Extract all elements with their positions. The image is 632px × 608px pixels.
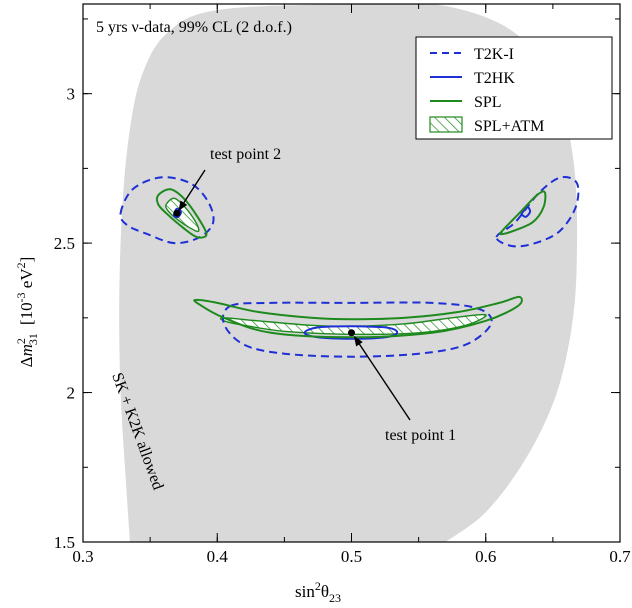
- test-point-2-arrow: [178, 169, 206, 212]
- x-tick-label-1: 0.4: [207, 547, 229, 566]
- y-tick-label-0: 1.5: [54, 533, 75, 552]
- contour-spl-7: [499, 190, 547, 236]
- contour-t2k-i-0: [119, 176, 215, 245]
- chart-title: 5 yrs ν-data, 99% CL (2 d.o.f.): [96, 19, 292, 36]
- y-axis-label: Δm231[10-3 eV2]: [14, 257, 40, 368]
- x-tick-label-2: 0.5: [341, 547, 362, 566]
- y-tick-label-3: 3: [67, 85, 76, 104]
- test-point-1-label: test point 1: [385, 427, 456, 444]
- x-tick-label-3: 0.6: [475, 547, 496, 566]
- x-axis-label: sin2θ23: [295, 579, 341, 605]
- contour-spl-8: [193, 295, 523, 339]
- test-points-layer: [173, 169, 411, 421]
- x-tick-label-4: 0.7: [609, 547, 631, 566]
- y-tick-label-1: 2: [67, 384, 76, 403]
- test-point-2-marker: [173, 209, 181, 217]
- legend-label-spl-atm: SPL+ATM: [474, 118, 544, 135]
- contour-spl-6: [155, 188, 208, 239]
- contour-spl-atm-10: [219, 313, 487, 336]
- contour-t2hk-4: [520, 206, 532, 218]
- legend: T2K-I T2HK SPL SPL+ATM: [415, 36, 613, 140]
- test-point-1-marker: [348, 329, 355, 337]
- contour-t2k-i-2: [221, 301, 493, 358]
- legend-label-t2k-i: T2K-I: [474, 46, 514, 63]
- legend-label-spl: SPL: [474, 94, 502, 111]
- legend-swatch-spl-atm: [429, 116, 463, 133]
- x-tick-label-0: 0.3: [72, 547, 93, 566]
- y-tick-label-2: 2.5: [54, 234, 75, 253]
- test-point-1-arrow: [353, 335, 411, 421]
- contours-layer: [119, 176, 580, 358]
- axes-layer: 0.3 0.4 0.5 0.6 0.7 1.5 2 2.5 3: [54, 3, 631, 566]
- test-point-2-label: test point 2: [210, 146, 281, 163]
- contour-spl-atm-9: [164, 197, 200, 233]
- legend-label-t2hk: T2HK: [474, 70, 515, 87]
- contour-t2hk-5: [303, 325, 399, 340]
